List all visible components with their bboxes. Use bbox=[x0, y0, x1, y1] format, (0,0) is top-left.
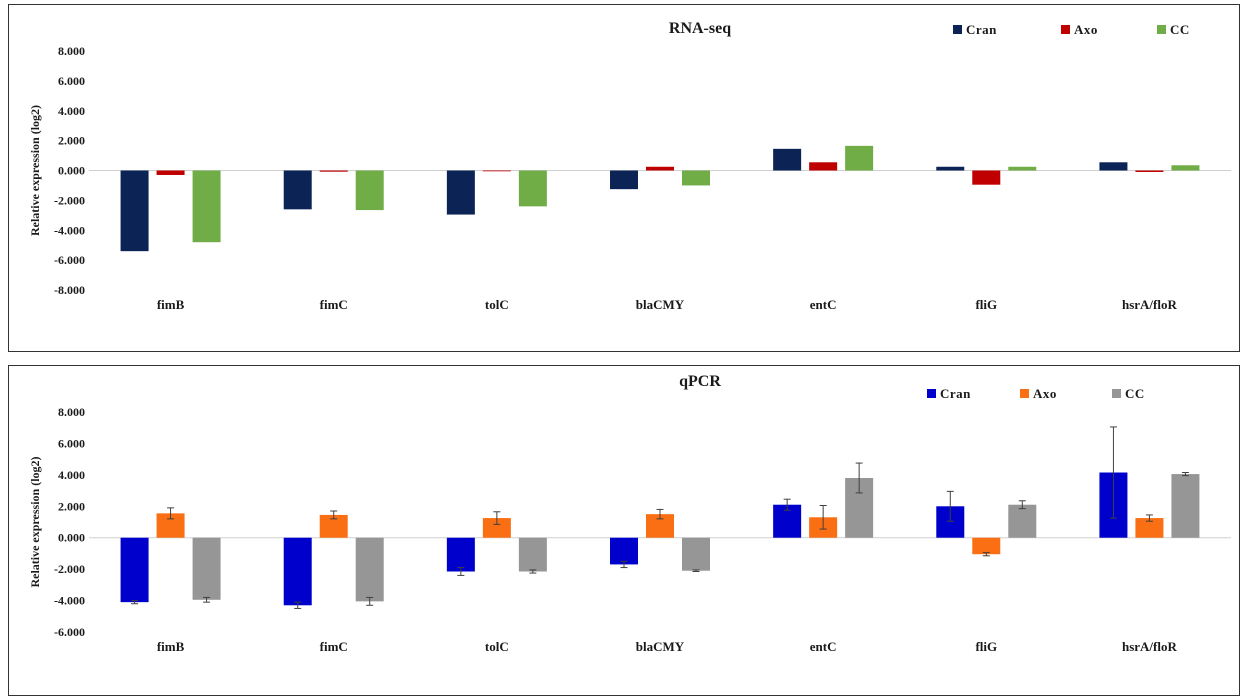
y-tick-label: 2.000 bbox=[58, 499, 85, 513]
category-label: hsrA/floR bbox=[1122, 639, 1178, 654]
category-label: entC bbox=[810, 297, 837, 312]
bar-cran-flig bbox=[936, 166, 965, 171]
category-label: hsrA/floR bbox=[1122, 297, 1178, 312]
category-label: fimC bbox=[320, 297, 348, 312]
category-label: fliG bbox=[975, 297, 997, 312]
bar-axo-hsraflor bbox=[1135, 170, 1164, 172]
bar-cc-tolc bbox=[518, 170, 547, 207]
bar-cran-hsraflor bbox=[1099, 162, 1128, 171]
y-axis-label: Relative expression (log2) bbox=[28, 105, 42, 236]
bar-cc-tolc bbox=[518, 537, 547, 572]
bar-cran-blacmy bbox=[610, 170, 638, 190]
bar-cc-fimc bbox=[355, 170, 384, 211]
category-label: fimC bbox=[320, 639, 348, 654]
bar-axo-flig bbox=[972, 537, 1001, 555]
bar-cran-blacmy bbox=[610, 537, 638, 565]
chart-title: qPCR bbox=[679, 373, 721, 390]
qpcr-chart-panel: qPCR Relative expression (log2) 8.000 6.000… bbox=[8, 365, 1240, 696]
bar-cc-blacmy bbox=[682, 537, 710, 571]
y-tick-label: 8.000 bbox=[58, 44, 85, 58]
y-axis-label: Relative expression (log2) bbox=[28, 456, 42, 587]
category-label: fliG bbox=[975, 639, 997, 654]
y-tick-label: 6.000 bbox=[58, 436, 85, 450]
bar-cc-blacmy bbox=[682, 170, 710, 186]
chart-title: RNA-seq bbox=[669, 20, 731, 37]
y-tick-label: 8.000 bbox=[58, 405, 85, 419]
bar-cran-entc bbox=[773, 148, 802, 171]
y-tick-label: 4.000 bbox=[58, 468, 85, 482]
category-label: tolC bbox=[485, 639, 509, 654]
category-label: entC bbox=[810, 639, 837, 654]
bar-cc-fimb bbox=[192, 170, 221, 243]
y-tick-label: -6.000 bbox=[54, 625, 85, 639]
bar-axo-blacmy bbox=[646, 166, 674, 171]
y-tick-label: -4.000 bbox=[54, 223, 85, 237]
bar-axo-fimb bbox=[156, 170, 185, 175]
bar-cc-flig bbox=[1008, 166, 1037, 171]
legend-swatch-cran bbox=[953, 25, 962, 34]
bar-axo-tolc bbox=[482, 170, 511, 172]
bar-cran-fimc bbox=[283, 170, 312, 210]
bar-cran-tolc bbox=[446, 537, 475, 572]
legend-swatch-axo bbox=[1061, 25, 1070, 34]
category-label: blaCMY bbox=[636, 297, 685, 312]
rna-seq-chart: RNA-seq Relative expression (log2) 8.000 6.… bbox=[28, 20, 1231, 312]
bar-axo-fimc bbox=[319, 170, 348, 172]
legend-label-axo: Axo bbox=[1033, 386, 1057, 401]
category-label: fimB bbox=[157, 297, 185, 312]
legend-label-cc: CC bbox=[1125, 386, 1145, 401]
y-tick-label: 4.000 bbox=[58, 104, 85, 118]
bar-cc-fimb bbox=[192, 537, 221, 600]
y-tick-label: -8.000 bbox=[54, 283, 85, 297]
y-tick-label: -4.000 bbox=[54, 594, 85, 608]
rna-seq-chart-panel: RNA-seq Relative expression (log2) 8.000 6.… bbox=[8, 4, 1240, 352]
bar-cran-tolc bbox=[446, 170, 475, 215]
bar-cc-flig bbox=[1008, 504, 1037, 538]
bar-axo-entc bbox=[809, 162, 838, 171]
bar-cran-fimb bbox=[120, 170, 149, 252]
bar-axo-blacmy bbox=[646, 514, 674, 538]
category-label: fimB bbox=[157, 639, 185, 654]
bar-cc-hsraflor bbox=[1171, 165, 1200, 171]
bar-axo-fimc bbox=[319, 514, 348, 538]
bar-cc-fimc bbox=[355, 537, 384, 602]
bar-axo-hsraflor bbox=[1135, 518, 1164, 538]
legend-swatch-axo bbox=[1020, 389, 1029, 398]
y-tick-label: 2.000 bbox=[58, 134, 85, 148]
bar-axo-tolc bbox=[482, 518, 511, 538]
bar-cc-hsraflor bbox=[1171, 474, 1200, 538]
legend-swatch-cc bbox=[1157, 25, 1166, 34]
y-tick-label: 0.000 bbox=[58, 531, 85, 545]
legend-swatch-cran bbox=[927, 389, 936, 398]
legend-label-cran: Cran bbox=[966, 22, 997, 37]
bar-axo-flig bbox=[972, 170, 1001, 185]
y-tick-label: -2.000 bbox=[54, 562, 85, 576]
bar-cc-entc bbox=[845, 145, 874, 171]
bar-cran-fimb bbox=[120, 537, 149, 603]
qpcr-chart: qPCR Relative expression (log2) 8.000 6.000… bbox=[28, 373, 1231, 654]
y-tick-label: -2.000 bbox=[54, 193, 85, 207]
y-tick-label: 6.000 bbox=[58, 74, 85, 88]
bar-cran-fimc bbox=[283, 537, 312, 606]
legend-swatch-cc bbox=[1112, 389, 1121, 398]
category-label: tolC bbox=[485, 297, 509, 312]
legend-label-cran: Cran bbox=[940, 386, 971, 401]
y-tick-label: 0.000 bbox=[58, 164, 85, 178]
y-tick-label: -6.000 bbox=[54, 253, 85, 267]
category-label: blaCMY bbox=[636, 639, 685, 654]
legend-label-cc: CC bbox=[1170, 22, 1190, 37]
legend-label-axo: Axo bbox=[1074, 22, 1098, 37]
